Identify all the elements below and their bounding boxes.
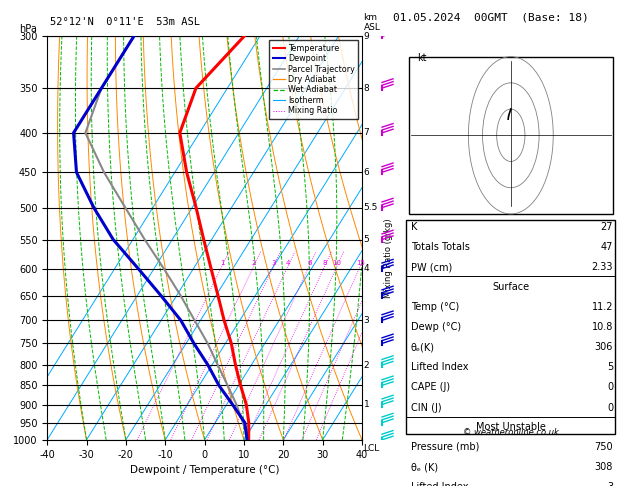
- Text: 9: 9: [364, 32, 369, 41]
- Text: 15: 15: [356, 260, 365, 266]
- Text: 308: 308: [594, 462, 613, 472]
- Bar: [409, 56, 613, 214]
- Text: LCL: LCL: [364, 444, 380, 453]
- Text: Surface: Surface: [493, 281, 530, 292]
- Text: 4: 4: [364, 264, 369, 273]
- Text: Temp (°C): Temp (°C): [411, 302, 459, 312]
- Text: © weatheronline.co.uk: © weatheronline.co.uk: [463, 428, 559, 436]
- Text: 0: 0: [607, 402, 613, 413]
- Text: Most Unstable: Most Unstable: [476, 422, 546, 432]
- Text: Totals Totals: Totals Totals: [411, 242, 470, 252]
- Bar: [406, 220, 615, 434]
- Legend: Temperature, Dewpoint, Parcel Trajectory, Dry Adiabat, Wet Adiabat, Isotherm, Mi: Temperature, Dewpoint, Parcel Trajectory…: [269, 40, 358, 119]
- Text: 11.2: 11.2: [591, 302, 613, 312]
- Text: 1: 1: [220, 260, 225, 266]
- Text: 10.8: 10.8: [592, 322, 613, 332]
- Text: CIN (J): CIN (J): [411, 402, 442, 413]
- Text: 3: 3: [271, 260, 276, 266]
- Text: 3: 3: [364, 316, 369, 325]
- Text: 5: 5: [607, 362, 613, 372]
- Text: 750: 750: [594, 442, 613, 452]
- X-axis label: Dewpoint / Temperature (°C): Dewpoint / Temperature (°C): [130, 465, 279, 475]
- Text: 27: 27: [601, 222, 613, 232]
- Text: 306: 306: [594, 342, 613, 352]
- Text: K: K: [411, 222, 417, 232]
- Text: 01.05.2024  00GMT  (Base: 18): 01.05.2024 00GMT (Base: 18): [393, 12, 589, 22]
- Text: kt: kt: [417, 52, 427, 63]
- Text: km
ASL: km ASL: [364, 13, 381, 33]
- Text: hPa: hPa: [19, 24, 36, 35]
- Text: 52°12'N  0°11'E  53m ASL: 52°12'N 0°11'E 53m ASL: [50, 17, 200, 27]
- Text: Dewp (°C): Dewp (°C): [411, 322, 461, 332]
- Text: Lifted Index: Lifted Index: [411, 482, 468, 486]
- Text: θₑ (K): θₑ (K): [411, 462, 438, 472]
- Text: 8: 8: [323, 260, 327, 266]
- Text: 2.33: 2.33: [591, 262, 613, 272]
- Text: θₑ(K): θₑ(K): [411, 342, 435, 352]
- Text: 6: 6: [364, 168, 369, 177]
- Text: Pressure (mb): Pressure (mb): [411, 442, 479, 452]
- Point: [507, 58, 515, 64]
- Text: 8: 8: [364, 84, 369, 93]
- Point: [507, 203, 515, 209]
- Text: 0: 0: [607, 382, 613, 392]
- Text: 5.5: 5.5: [364, 203, 378, 212]
- Text: 47: 47: [601, 242, 613, 252]
- Text: 3: 3: [607, 482, 613, 486]
- Text: Mixing Ratio (g/kg): Mixing Ratio (g/kg): [384, 219, 393, 298]
- Text: PW (cm): PW (cm): [411, 262, 452, 272]
- Text: 4: 4: [286, 260, 291, 266]
- Text: 2: 2: [252, 260, 256, 266]
- Text: 6: 6: [307, 260, 311, 266]
- Text: 1: 1: [364, 400, 369, 409]
- Text: CAPE (J): CAPE (J): [411, 382, 450, 392]
- Text: 10: 10: [333, 260, 342, 266]
- Text: 5: 5: [364, 235, 369, 244]
- Text: Lifted Index: Lifted Index: [411, 362, 468, 372]
- Text: 7: 7: [364, 128, 369, 138]
- Text: 2: 2: [364, 361, 369, 369]
